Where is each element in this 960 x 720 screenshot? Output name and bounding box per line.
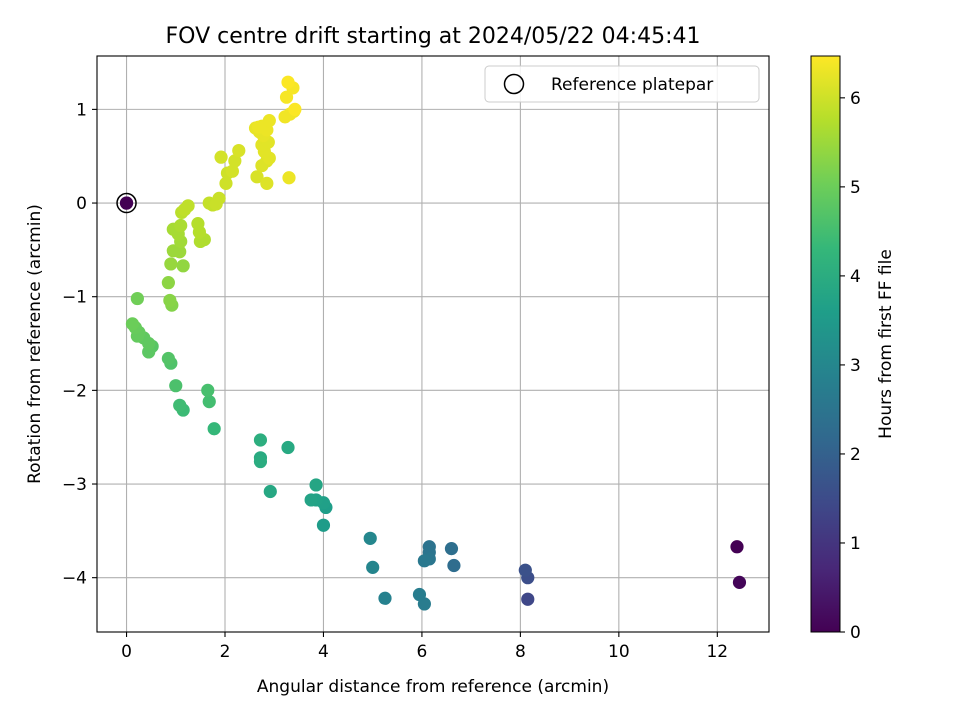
data-point — [518, 563, 532, 577]
data-point — [225, 164, 239, 178]
x-tick-label: 2 — [220, 642, 231, 662]
data-point — [173, 245, 187, 259]
data-point — [732, 575, 747, 589]
colorbar-tick-label: 0 — [850, 623, 861, 643]
data-point — [130, 291, 144, 306]
data-point — [447, 558, 461, 573]
data-point — [191, 217, 205, 231]
data-point — [228, 154, 242, 168]
plot-frame — [96, 55, 770, 633]
data-point — [174, 218, 188, 233]
data-point — [309, 478, 323, 492]
y-tick-label: −4 — [62, 569, 87, 589]
colorbar-tick-label: 2 — [850, 445, 861, 465]
data-point — [214, 150, 228, 164]
data-point — [219, 176, 233, 190]
data-point — [176, 259, 190, 273]
data-point — [279, 90, 294, 104]
grid — [97, 56, 769, 632]
data-point — [163, 293, 177, 308]
colorbar-tick-label: 4 — [850, 267, 861, 287]
chart-title: FOV centre drift starting at 2024/05/22 … — [166, 24, 701, 49]
data-point — [366, 560, 380, 574]
colorbar-tick-label: 6 — [850, 89, 861, 109]
data-point — [304, 493, 318, 507]
legend-marker — [503, 73, 525, 95]
y-tick-label: 1 — [76, 100, 87, 120]
y-axis-ticks: −4 −3 −2 −1 0 1 — [62, 100, 97, 589]
reference-marker — [116, 192, 137, 214]
data-point — [730, 540, 744, 554]
data-point — [378, 591, 392, 605]
data-point — [263, 484, 277, 499]
data-point — [412, 587, 427, 602]
x-tick-label: 4 — [318, 642, 329, 662]
x-tick-label: 6 — [417, 642, 428, 662]
data-point — [232, 143, 246, 158]
data-point — [250, 170, 264, 184]
y-tick-label: −1 — [62, 288, 87, 308]
data-point — [201, 383, 215, 397]
data-point — [316, 518, 331, 532]
data-point — [209, 197, 223, 211]
plot-area — [97, 56, 769, 632]
x-tick-label: 8 — [515, 642, 526, 662]
legend-label: Reference platepar — [551, 75, 713, 95]
data-point — [417, 554, 431, 568]
y-tick-label: 0 — [76, 194, 87, 214]
data-point — [253, 433, 268, 447]
y-tick-label: −3 — [62, 475, 87, 495]
data-points — [116, 75, 747, 611]
colorbar-label: Hours from first FF file — [876, 249, 896, 439]
data-point — [125, 317, 140, 331]
colorbar-tick-label: 1 — [850, 534, 861, 554]
data-point — [202, 395, 216, 409]
data-point — [207, 422, 221, 436]
data-point — [282, 171, 296, 185]
x-axis-ticks: 0 2 4 6 8 10 12 — [121, 632, 728, 662]
data-point — [281, 440, 295, 455]
data-point — [444, 542, 459, 556]
colorbar-ticks: 0 1 2 3 4 5 6 — [840, 89, 861, 643]
data-point — [253, 454, 268, 469]
colorbar-tick-label: 5 — [850, 178, 861, 198]
legend: Reference platepar — [484, 65, 760, 103]
data-point — [288, 102, 302, 116]
data-point — [363, 531, 377, 545]
y-tick-label: −2 — [62, 381, 87, 401]
y-axis-label: Rotation from reference (arcmin) — [25, 204, 45, 484]
legend-box — [484, 65, 760, 103]
reference-point — [119, 196, 134, 210]
data-point — [521, 592, 535, 606]
data-point — [260, 176, 274, 190]
data-point — [161, 276, 175, 290]
x-tick-label: 0 — [121, 642, 132, 662]
colorbar — [810, 55, 841, 633]
colorbar-tick-label: 3 — [850, 356, 861, 376]
x-tick-label: 10 — [608, 642, 630, 662]
data-point — [161, 351, 175, 366]
data-point — [262, 114, 276, 128]
x-tick-label: 12 — [706, 642, 728, 662]
data-point — [173, 398, 187, 412]
data-point — [178, 203, 192, 217]
data-point — [169, 379, 183, 393]
data-point — [281, 75, 295, 89]
data-point — [164, 257, 178, 271]
x-axis-label: Angular distance from reference (arcmin) — [257, 677, 609, 697]
